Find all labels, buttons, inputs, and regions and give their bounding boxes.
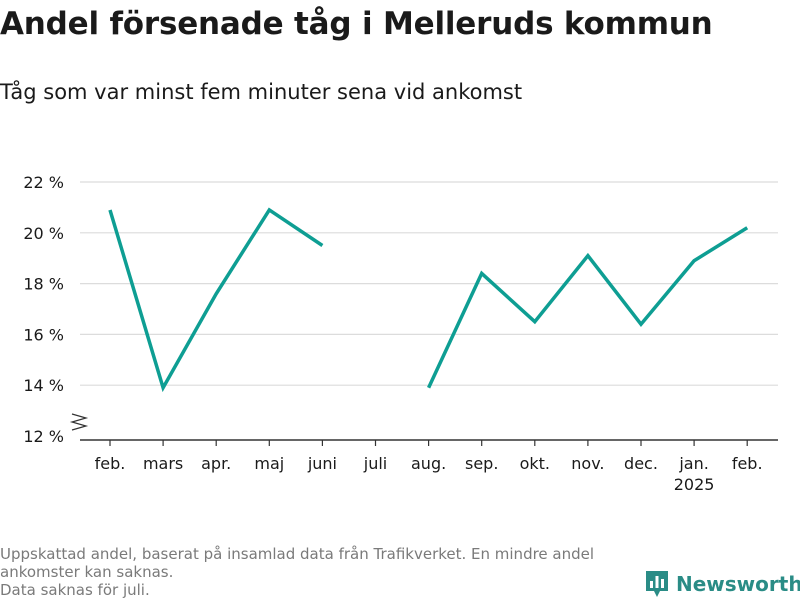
- y-tick-label: 12 %: [23, 427, 64, 446]
- y-tick-label: 16 %: [23, 325, 64, 344]
- x-tick-label: apr.: [201, 454, 231, 473]
- axis-break-mark: [69, 413, 89, 431]
- x-tick-label: feb.: [732, 454, 763, 473]
- series-lines: [108, 207, 749, 393]
- x-tick-label: sep.: [465, 454, 498, 473]
- footnote: Uppskattad andel, baserat på insamlad da…: [0, 545, 630, 599]
- x-tick-label: maj: [254, 454, 284, 473]
- footnote-line-2: ankomster kan saknas.: [0, 563, 174, 581]
- brand-name: Newsworthy: [676, 572, 800, 596]
- x-tick-label: nov.: [571, 454, 604, 473]
- chart-title: Andel försenade tåg i Melleruds kommun: [0, 6, 713, 42]
- y-tick-label: 22 %: [23, 173, 64, 192]
- x-tick-label: mars: [143, 454, 183, 473]
- footnote-line-3: Data saknas för juli.: [0, 581, 150, 599]
- y-tick-label: 14 %: [23, 376, 64, 395]
- x-tick-sublabel: 2025: [674, 475, 715, 494]
- y-tick-label: 20 %: [23, 224, 64, 243]
- series-line-segment: [427, 226, 749, 389]
- x-tick-label: jan.: [678, 454, 708, 473]
- x-tick-label: juli: [363, 454, 387, 473]
- x-tick-label: juni: [307, 454, 337, 473]
- x-axis: [69, 413, 778, 441]
- y-tick-label: 18 %: [23, 275, 64, 294]
- x-axis-ticks: feb. mars apr. maj juni juli aug. sep. okt. nov. d…: [95, 440, 763, 494]
- series-line-segment: [108, 207, 324, 393]
- x-tick-label: okt.: [520, 454, 550, 473]
- footnote-line-1: Uppskattad andel, baserat på insamlad da…: [0, 545, 595, 563]
- x-tick-label: aug.: [411, 454, 446, 473]
- line-chart: 12 % 14 % 16 % 18 % 20 % 22 % feb. mars apr. maj…: [23, 173, 778, 494]
- x-tick-label: feb.: [95, 454, 126, 473]
- bar-chart-logo-icon: [646, 571, 668, 597]
- x-tick-label: dec.: [624, 454, 658, 473]
- brand-logo: Newsworthy: [644, 568, 800, 600]
- chart-subtitle: Tåg som var minst fem minuter sena vid a…: [0, 80, 523, 104]
- y-axis-ticks: 12 % 14 % 16 % 18 % 20 % 22 %: [23, 173, 64, 446]
